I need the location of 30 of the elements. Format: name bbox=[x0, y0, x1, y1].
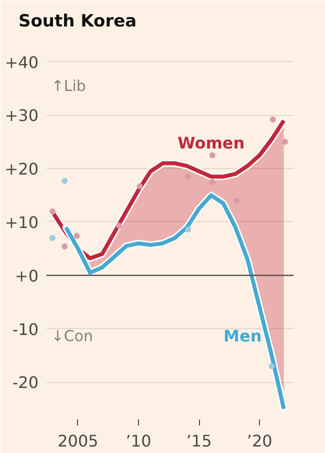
point bbox=[209, 152, 216, 158]
point bbox=[209, 178, 216, 185]
point bbox=[185, 226, 192, 232]
point bbox=[50, 208, 56, 214]
annotation: ↑Lib bbox=[51, 76, 86, 95]
series-label: Women bbox=[178, 134, 245, 153]
point bbox=[185, 174, 192, 180]
y-tick-label: +0 bbox=[14, 266, 39, 286]
point bbox=[62, 244, 68, 250]
x-tick-label: 2005 bbox=[58, 432, 98, 450]
point bbox=[116, 222, 122, 229]
x-tick-label: ’15 bbox=[186, 432, 212, 450]
y-tick-label: -10 bbox=[12, 320, 39, 339]
chart-title: South Korea bbox=[18, 12, 137, 32]
x-tick-label: ’10 bbox=[126, 432, 152, 450]
y-tick-label: -20 bbox=[12, 373, 39, 392]
point bbox=[282, 138, 288, 145]
y-tick-label: +30 bbox=[4, 106, 38, 126]
point bbox=[62, 178, 68, 184]
point bbox=[268, 363, 275, 370]
point bbox=[50, 235, 56, 241]
y-tick-label: +10 bbox=[4, 212, 38, 232]
point bbox=[270, 116, 276, 122]
annotation: ↓Con bbox=[51, 327, 94, 346]
series-label: Men bbox=[224, 326, 262, 346]
y-tick-label: +20 bbox=[4, 160, 38, 179]
point bbox=[136, 183, 143, 190]
x-tick-label: ’20 bbox=[246, 432, 272, 450]
point bbox=[74, 232, 80, 239]
y-tick-label: +40 bbox=[4, 52, 38, 72]
